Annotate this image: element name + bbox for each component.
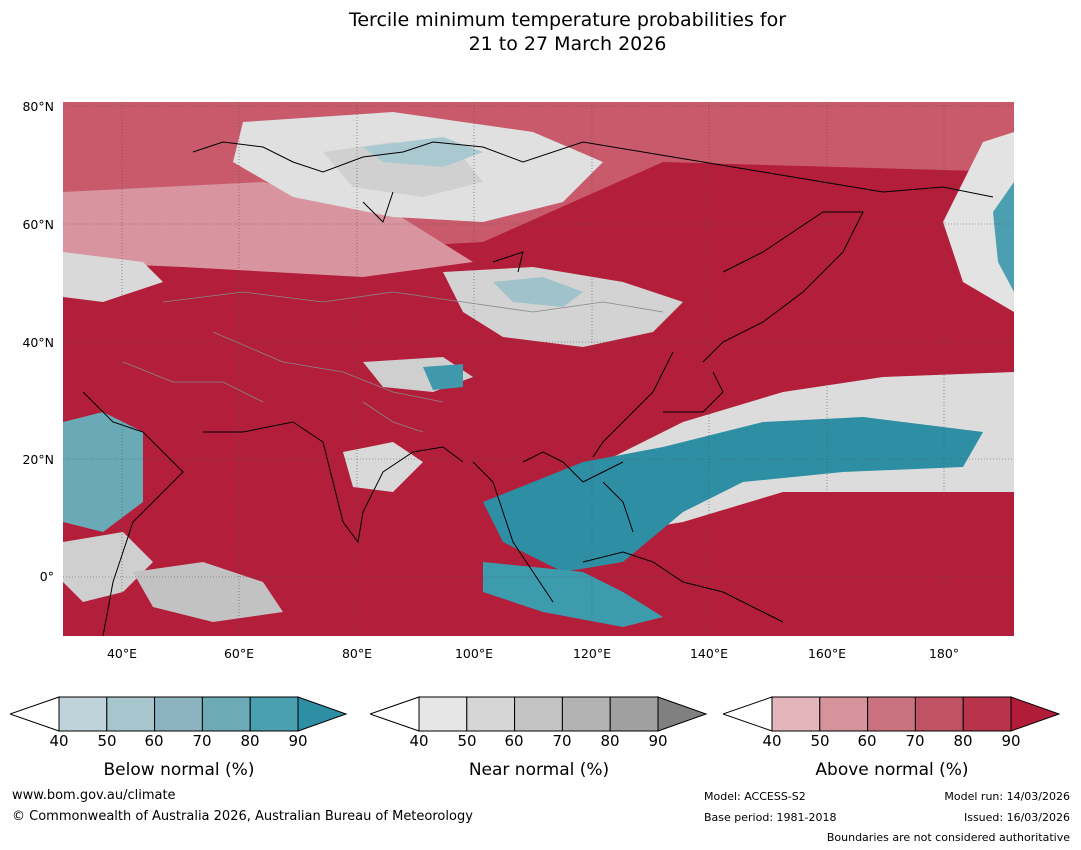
lon-label-140e: 140°E [689,646,728,661]
coastlines [82,141,994,636]
tick-40: 40 [49,732,69,750]
ticks-near-normal: 40 50 60 70 80 90 [370,732,708,750]
region-below-normal-arabia [63,412,143,532]
legend-title-near-normal: Near normal (%) [468,760,610,780]
lon-label-40e: 40°E [106,646,138,661]
colorbar-extend-high [297,696,348,732]
tick-90: 90 [1001,732,1021,750]
colorbar-segment-40 [58,696,108,732]
footer-url[interactable]: www.bom.gov.au/climate [12,788,176,803]
legend-title-below-normal: Below normal (%) [103,760,255,780]
ticks-below-normal: 40 50 60 70 80 90 [10,732,348,750]
tick-50: 50 [457,732,477,750]
tick-40: 40 [762,732,782,750]
colorbar-segment-50 [466,696,516,732]
footer-model-run: Model run: 14/03/2026 [944,790,1070,803]
region-near-normal-west [63,252,163,302]
map-canvas [63,102,1014,636]
map-title: Tercile minimum temperature probabilitie… [0,8,1081,56]
lat-label-80n: 80°N [22,99,54,114]
lat-label-60n: 60°N [22,217,54,232]
lon-label-100e: 100°E [454,646,493,661]
graticule [63,102,1014,636]
region-near-normal-bay-of-bengal [343,442,423,492]
footer-copyright: © Commonwealth of Australia 2026, Austra… [12,809,473,824]
colorbar-segment-70 [201,696,251,732]
colorbar-above-normal [723,696,1061,732]
region-near-normal-east-africa [63,532,153,602]
region-below-normal-tibet [423,364,463,390]
lat-label-40n: 40°N [22,335,54,350]
colorbar-near-normal [370,696,708,732]
lat-label-equator: 0° [39,569,54,584]
tick-80: 80 [953,732,973,750]
legend-title-above-normal: Above normal (%) [815,760,969,780]
colorbar-segment-50 [106,696,156,732]
colorbar-segment-70 [561,696,611,732]
tick-50: 50 [810,732,830,750]
tick-90: 90 [288,732,308,750]
tick-70: 70 [552,732,572,750]
tick-70: 70 [192,732,212,750]
region-below-normal-mongolia [493,277,583,307]
legend-below-normal: 40 50 60 70 80 90 [10,696,348,750]
lon-label-120e: 120°E [572,646,611,661]
region-below-normal-northeast [993,182,1014,292]
probability-map [63,102,1014,636]
tick-60: 60 [144,732,164,750]
lon-label-60e: 60°E [223,646,255,661]
region-near-normal-indian-ocean [133,562,283,622]
tick-90: 90 [648,732,668,750]
colorbar-extend-high [657,696,708,732]
tick-50: 50 [97,732,117,750]
footer-issued: Issued: 16/03/2026 [963,811,1070,824]
region-near-normal-northeast [943,132,1014,312]
tick-70: 70 [905,732,925,750]
colorbar-segment-80 [962,696,1012,732]
colorbar-extend-low [10,696,60,732]
title-line-1: Tercile minimum temperature probabilitie… [348,9,787,31]
footer-model: Model: ACCESS-S2 [704,790,806,803]
lat-label-20n: 20°N [22,452,54,467]
lon-label-160e: 160°E [807,646,846,661]
colorbar-extend-high [1010,696,1061,732]
ticks-above-normal: 40 50 60 70 80 90 [723,732,1061,750]
colorbar-segment-40 [771,696,821,732]
colorbar-segment-60 [154,696,203,732]
colorbar-segment-80 [249,696,299,732]
colorbar-extend-low [723,696,773,732]
tick-60: 60 [504,732,524,750]
region-above-normal-weak [63,182,473,277]
colorbar-segment-60 [867,696,916,732]
region-below-normal-pacific-band [483,417,983,572]
footer-disclaimer: Boundaries are not considered authoritat… [826,831,1070,844]
footer-base-period: Base period: 1981-2018 [704,811,837,824]
colorbar-extend-low [370,696,420,732]
colorbar-segment-80 [609,696,659,732]
colorbar-segment-40 [418,696,468,732]
tick-60: 60 [857,732,877,750]
legend-near-normal: 40 50 60 70 80 90 [370,696,708,750]
colorbar-below-normal [10,696,348,732]
tick-80: 80 [240,732,260,750]
legend-above-normal: 40 50 60 70 80 90 [723,696,1061,750]
title-line-2: 21 to 27 March 2026 [468,33,667,55]
colorbar-segment-60 [514,696,563,732]
lon-label-80e: 80°E [341,646,373,661]
colorbar-segment-50 [819,696,869,732]
tick-40: 40 [409,732,429,750]
tick-80: 80 [600,732,620,750]
lon-label-180: 180° [928,646,960,661]
country-boundaries [122,291,664,433]
colorbar-segment-70 [914,696,964,732]
region-below-normal-maritime [483,562,663,627]
